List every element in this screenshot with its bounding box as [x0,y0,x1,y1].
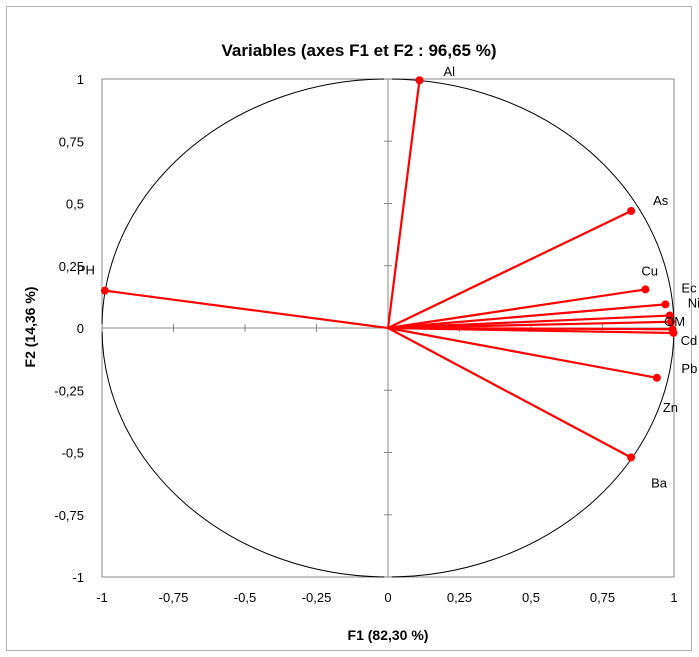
x-tick-label: 0 [384,590,391,605]
y-tick-label: 0,25 [59,259,84,274]
y-tick-label: 0,75 [59,134,84,149]
vector-al [386,80,421,329]
label-ba: Ba [651,475,668,490]
x-tick-label: 1 [670,590,677,605]
vector-zn [387,326,658,379]
y-tick-label: 0,5 [66,197,84,212]
y-tick-label: -1 [72,570,84,585]
y-axis-title: F2 (14,36 %) [22,287,38,368]
point-ph [100,286,109,295]
label-pb: Pb [681,361,697,376]
x-tick-label: -0,25 [302,590,332,605]
point-cu [641,285,650,294]
point-ec [661,300,670,309]
label-cu: Cu [641,263,658,278]
vector-om [387,320,672,330]
label-ec: Ec [681,280,697,295]
vector-ba [387,327,632,459]
point-om [667,317,676,326]
vector-as [387,209,632,329]
x-tick-label: 0,5 [522,590,540,605]
tick-labels: -1 -0,75 -0,5 -0,25 0 0,25 0,5 0,75 1 1 0,75 0,5 0,2… [54,72,677,605]
label-ph: PH [77,263,95,278]
chart-title: Variables (axes F1 et F2 : 96,65 %) [222,41,497,60]
point-al [415,76,424,85]
vector-ec [387,303,666,330]
vector-pb [387,326,674,335]
point-ni [665,311,674,320]
y-tick-label: 1 [77,72,84,87]
x-tick-label: -1 [96,590,108,605]
y-tick-label: 0 [77,321,84,336]
x-tick-label: 0,25 [447,590,472,605]
label-as: As [653,193,669,208]
y-tick-label: -0,75 [54,508,84,523]
label-cd: Cd [681,333,698,348]
point-as [627,206,636,215]
x-tick-label: -0,75 [159,590,189,605]
point-ba [627,453,636,462]
y-tick-label: -0,25 [54,383,84,398]
vector-cu [387,288,646,330]
point-zn [652,373,661,382]
x-axis-title: F1 (82,30 %) [348,627,429,643]
label-zn: Zn [663,400,678,415]
x-tick-label: -0,5 [234,590,256,605]
label-om: OM [664,314,685,329]
y-tick-label: -0,5 [62,446,84,461]
label-al: Al [443,64,455,79]
label-ni: Ni [688,296,699,311]
x-tick-label: 0,75 [590,590,615,605]
vector-ph [104,289,389,330]
point-pb [669,328,678,337]
